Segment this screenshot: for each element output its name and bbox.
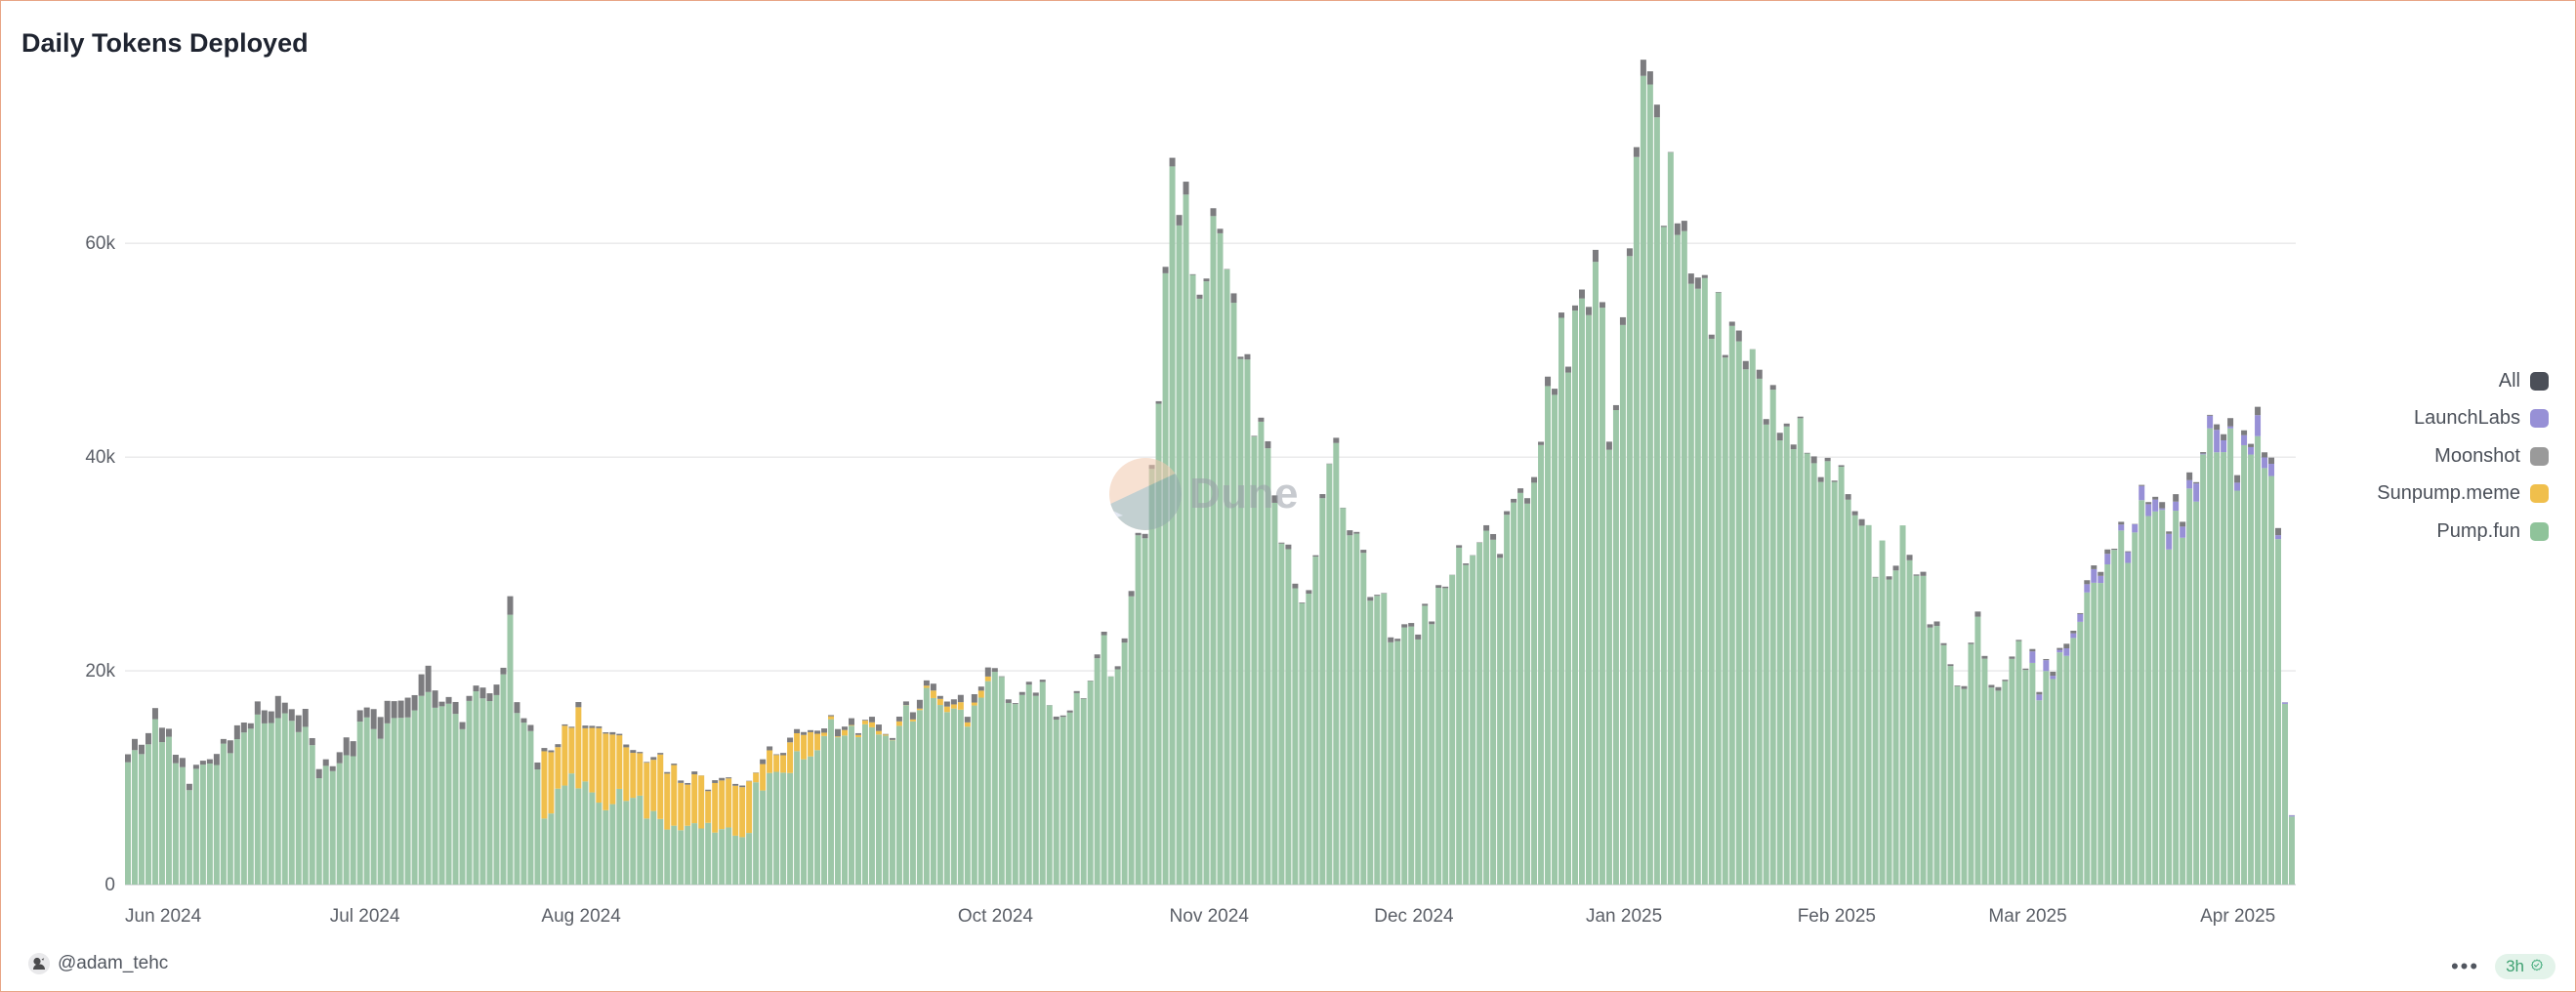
svg-text:0: 0 [104,875,115,895]
svg-text:Aug 2024: Aug 2024 [541,906,621,927]
svg-text:Jul 2024: Jul 2024 [330,906,400,927]
svg-text:Jun 2024: Jun 2024 [125,906,202,927]
svg-text:Nov 2024: Nov 2024 [1170,906,1250,927]
svg-text:Jan 2025: Jan 2025 [1586,906,1662,927]
svg-text:40k: 40k [85,447,115,468]
svg-text:60k: 60k [85,233,115,254]
svg-text:Feb 2025: Feb 2025 [1798,906,1876,927]
svg-text:Dec 2024: Dec 2024 [1374,906,1454,927]
svg-text:Oct 2024: Oct 2024 [958,906,1034,927]
svg-text:Apr 2025: Apr 2025 [2200,906,2275,927]
svg-text:Mar 2025: Mar 2025 [1988,906,2066,927]
svg-text:20k: 20k [85,661,115,682]
